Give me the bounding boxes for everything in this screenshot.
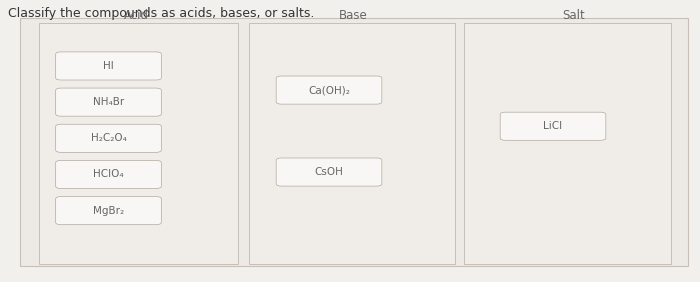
Text: Acid: Acid — [124, 9, 149, 22]
FancyBboxPatch shape — [248, 23, 455, 264]
FancyBboxPatch shape — [56, 52, 161, 80]
Text: Base: Base — [339, 9, 368, 22]
Text: MgBr₂: MgBr₂ — [93, 206, 124, 216]
Text: HClO₄: HClO₄ — [93, 169, 124, 179]
Text: LiCl: LiCl — [543, 121, 563, 131]
Text: HI: HI — [103, 61, 114, 71]
FancyBboxPatch shape — [20, 18, 688, 266]
Text: Ca(OH)₂: Ca(OH)₂ — [308, 85, 350, 95]
FancyBboxPatch shape — [56, 160, 161, 189]
Text: CsOH: CsOH — [314, 167, 344, 177]
FancyBboxPatch shape — [38, 23, 238, 264]
FancyBboxPatch shape — [464, 23, 671, 264]
Text: NH₄Br: NH₄Br — [93, 97, 124, 107]
FancyBboxPatch shape — [56, 88, 161, 116]
FancyBboxPatch shape — [276, 158, 382, 186]
FancyBboxPatch shape — [276, 76, 382, 104]
FancyBboxPatch shape — [56, 124, 161, 152]
Text: Salt: Salt — [563, 9, 585, 22]
FancyBboxPatch shape — [500, 112, 606, 140]
Text: H₂C₂O₄: H₂C₂O₄ — [90, 133, 127, 143]
FancyBboxPatch shape — [56, 197, 161, 225]
Text: Classify the compounds as acids, bases, or salts.: Classify the compounds as acids, bases, … — [8, 7, 315, 20]
